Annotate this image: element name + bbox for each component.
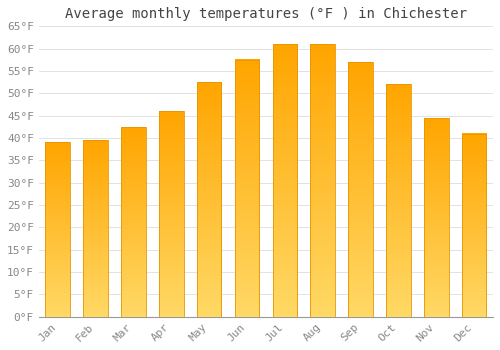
Bar <box>462 134 486 317</box>
Bar <box>234 60 260 317</box>
Bar <box>348 62 373 317</box>
Bar <box>121 127 146 317</box>
Bar <box>159 111 184 317</box>
Title: Average monthly temperatures (°F ) in Chichester: Average monthly temperatures (°F ) in Ch… <box>65 7 467 21</box>
Bar <box>46 142 70 317</box>
Bar <box>424 118 448 317</box>
Bar <box>272 44 297 317</box>
Bar <box>310 44 335 317</box>
Bar <box>84 140 108 317</box>
Bar <box>386 84 410 317</box>
Bar <box>197 82 222 317</box>
